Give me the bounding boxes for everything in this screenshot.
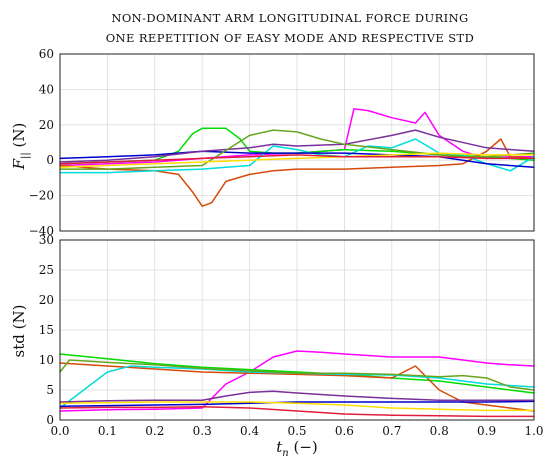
force-plot-frame <box>59 53 535 232</box>
force-series-line-5 <box>59 150 535 169</box>
chart-title-line-1: NON-DOMINANT ARM LONGITUDINAL FORCE DURI… <box>111 11 468 25</box>
std-y-tick-label: 5 <box>46 383 54 397</box>
std-y-tick-label: 0 <box>46 413 54 427</box>
std-series-line-8 <box>59 401 535 412</box>
std-y-tick-label: 15 <box>39 323 54 337</box>
std-x-tick-label: 0.5 <box>287 424 306 438</box>
std-x-tick-label: 0.0 <box>50 424 69 438</box>
force-series-line-3 <box>59 138 535 207</box>
force-series-line-6 <box>59 129 535 163</box>
force-y-tick-label: 0 <box>46 153 54 167</box>
std-x-tick-label: 0.7 <box>382 424 401 438</box>
std-axis-label: std (N) <box>10 305 28 358</box>
force-y-tick-label: −20 <box>29 189 54 203</box>
std-x-tick-label: 0.1 <box>98 424 117 438</box>
std-series-line-7 <box>59 359 535 391</box>
std-panel: 30 25 20 15 10 5 00.0 0.1 0.2 0.3 0.4 0.5 0.6 0.7 0.8 0… <box>39 233 544 438</box>
std-x-tick-label: 0.9 <box>477 424 496 438</box>
force-y-tick-label: 40 <box>39 82 54 96</box>
force-y-tick-label: 60 <box>39 47 54 61</box>
std-y-tick-label: 20 <box>39 293 54 307</box>
std-x-tick-label: 1.0 <box>524 424 543 438</box>
std-x-tick-label: 0.8 <box>430 424 449 438</box>
std-x-tick-label: 0.2 <box>145 424 164 438</box>
std-series-line-6 <box>59 390 535 403</box>
std-y-tick-label: 25 <box>39 263 54 277</box>
std-y-tick-label: 30 <box>39 233 54 247</box>
std-x-tick-label: 0.6 <box>335 424 354 438</box>
force-series-line-7 <box>59 129 535 170</box>
std-series-line-5 <box>59 400 535 407</box>
force-series-line-9 <box>59 154 535 165</box>
std-x-tick-label: 0.4 <box>240 424 259 438</box>
force-panel: 60 40 20 0 −20 −40 <box>29 47 535 238</box>
std-series-line-1 <box>59 350 535 412</box>
std-series-line-4 <box>59 365 535 409</box>
force-axis-label: F|| (N) <box>10 123 31 171</box>
std-x-tick-label: 0.3 <box>193 424 212 438</box>
std-plot-frame <box>59 239 535 421</box>
time-axis-label: tn (−) <box>276 438 318 459</box>
force-y-tick-label: −40 <box>29 224 54 238</box>
std-series-line-2 <box>59 353 535 394</box>
force-series-line-8 <box>59 152 535 169</box>
chart-title-line-2: ONE REPETITION OF EASY MODE AND RESPECTI… <box>106 31 475 45</box>
force-y-tick-label: 20 <box>39 118 54 132</box>
std-y-tick-label: 10 <box>39 353 54 367</box>
std-series-line-9 <box>59 406 535 418</box>
